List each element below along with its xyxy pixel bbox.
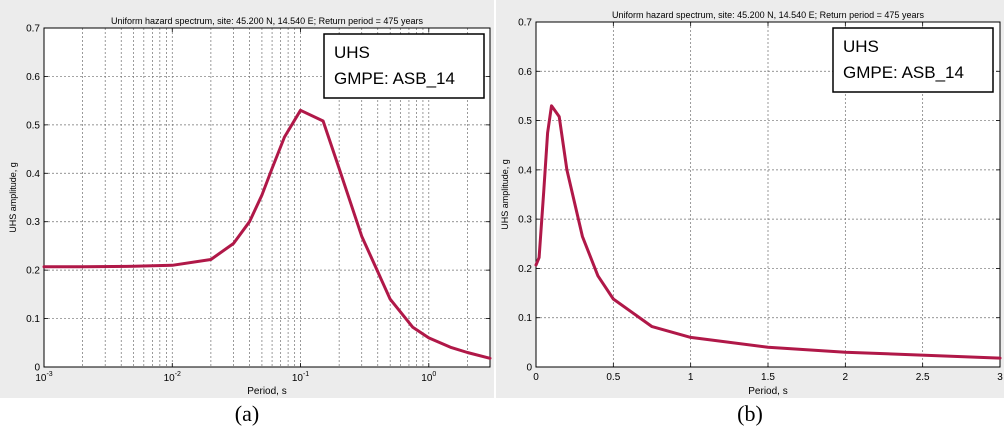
y-tick-label: 0: [526, 363, 532, 374]
x-axis-label: Period, s: [247, 386, 286, 397]
caption-b: (b): [737, 401, 763, 426]
x-tick-label: 100: [421, 371, 436, 384]
x-tick-label: 2: [843, 372, 849, 383]
y-tick-label: 0.6: [26, 72, 40, 83]
uhs-series-line: [42, 108, 492, 360]
y-tick-label: 0.3: [518, 215, 532, 226]
legend-line-1: UHS: [334, 43, 370, 62]
x-tick-label: 10-3: [35, 371, 52, 384]
axes-frame: [43, 27, 491, 368]
legend-line-2: GMPE: ASB_14: [843, 63, 964, 82]
x-tick-label-base: 10: [292, 373, 304, 384]
y-tick-label: 0.1: [518, 313, 532, 324]
x-tick-label-exponent: -1: [303, 371, 309, 378]
x-tick-label: 3: [997, 372, 1003, 383]
x-axis-label: Period, s: [748, 386, 787, 397]
chart-panel-b: 0 0.1 0.2 0.3 0.4 0.5 0.6 0.7 0 0.5 1 1.5 2 2.5 3 Unifo…: [496, 0, 1004, 398]
y-tick-label: 0.4: [26, 169, 40, 180]
y-tick-label: 0.3: [26, 217, 40, 228]
y-tick-label: 0.6: [518, 67, 532, 78]
x-tick-label-base: 10: [35, 373, 47, 384]
y-axis-label: UHS amplitude, g: [500, 159, 510, 230]
caption-a: (a): [234, 401, 260, 426]
y-tick-label: 0.2: [26, 266, 40, 277]
x-tick-label: 0: [533, 372, 539, 383]
y-tick-label: 0.7: [26, 24, 40, 35]
chart-panel-a: 0 0.1 0.2 0.3 0.4 0.5 0.6 0.7 10-3 10-2 10-1 100 Uni…: [0, 0, 494, 398]
y-axis-label: UHS amplitude, g: [8, 162, 18, 233]
uhs-log-chart: 00.10.20.30.40.50.60.710-3 10-2 10-1 100Uni…: [8, 16, 492, 397]
x-tick-label: 0.5: [606, 372, 620, 383]
legend-line-2: GMPE: ASB_14: [334, 69, 455, 88]
chart-title: Uniform hazard spectrum, site: 45.200 N,…: [612, 10, 924, 20]
uhs-linear-chart: 0 0.1 0.2 0.3 0.4 0.5 0.6 0.7 0 0.5 1 1.5 2 2.5 3 Unifo…: [500, 10, 1003, 397]
x-tick-label: 1.5: [761, 372, 775, 383]
y-tick-label: 0.4: [518, 165, 532, 176]
x-tick-label-base: 10: [164, 373, 176, 384]
x-tick-label: 10-1: [292, 371, 309, 384]
y-tick-label: 0.7: [518, 18, 532, 29]
y-tick-label: 0.1: [26, 314, 40, 325]
x-tick-label: 2.5: [916, 372, 930, 383]
uhs-series-line: [534, 104, 1002, 360]
x-tick-label-exponent: 0: [432, 371, 436, 378]
legend-box: [832, 27, 994, 93]
x-tick-label-exponent: -3: [46, 371, 52, 378]
y-tick-label: 0.5: [518, 116, 532, 127]
x-tick-label-base: 10: [421, 373, 433, 384]
chart-title: Uniform hazard spectrum, site: 45.200 N,…: [111, 16, 423, 26]
legend-box: [323, 33, 485, 99]
x-tick-label-exponent: -2: [175, 371, 181, 378]
y-tick-label: 0: [34, 363, 40, 374]
x-tick-label: 10-2: [164, 371, 181, 384]
legend-line-1: UHS: [843, 37, 879, 56]
x-tick-label: 1: [688, 372, 694, 383]
y-tick-label: 0.2: [518, 264, 532, 275]
y-tick-label: 0.5: [26, 120, 40, 131]
